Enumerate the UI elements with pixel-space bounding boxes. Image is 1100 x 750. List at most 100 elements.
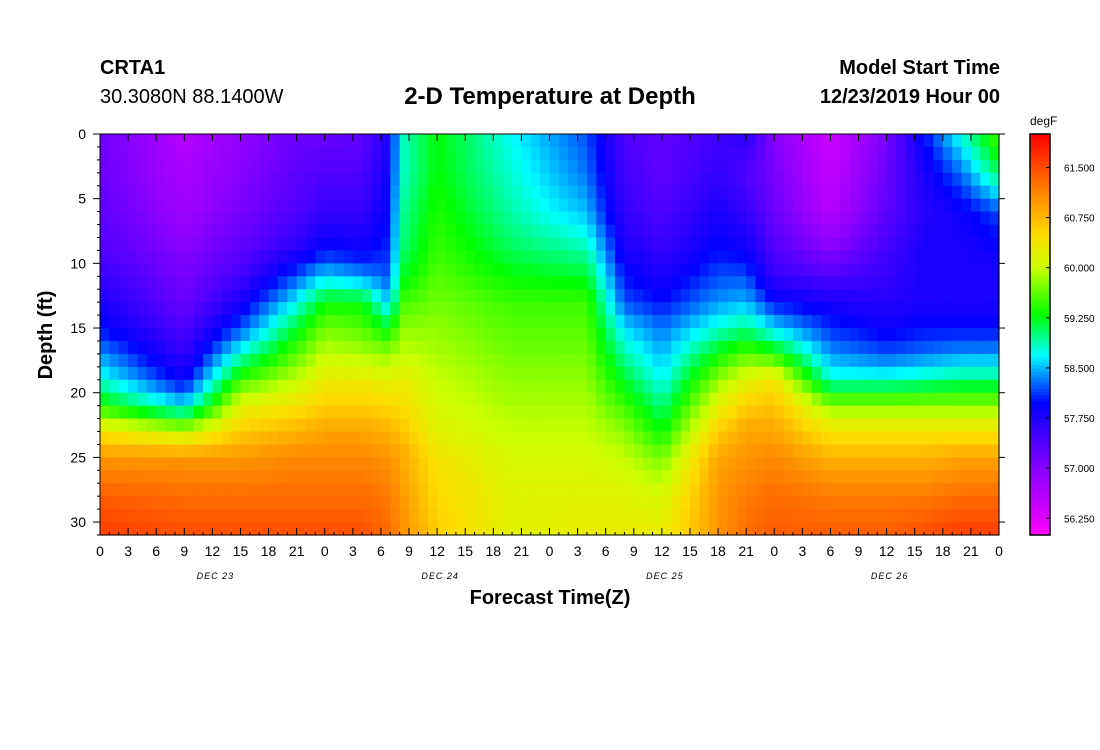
heatmap-cell — [643, 289, 654, 303]
heatmap-cell — [521, 185, 532, 200]
heatmap-cell — [455, 509, 466, 523]
colorbar-segment — [1030, 464, 1050, 469]
heatmap-cell — [268, 185, 279, 200]
heatmap-cell — [811, 276, 822, 290]
heatmap-cell — [259, 509, 270, 523]
heatmap-cell — [699, 340, 710, 355]
heatmap-cell — [858, 328, 869, 342]
heatmap-cell — [549, 289, 560, 303]
heatmap-cell — [596, 444, 607, 458]
heatmap-cell — [409, 418, 419, 433]
heatmap-cell — [512, 198, 522, 213]
heatmap-cell — [362, 289, 373, 303]
heatmap-cell — [933, 366, 944, 381]
heatmap-cell — [137, 405, 148, 420]
colorbar-segment — [1030, 321, 1050, 326]
heatmap-cell — [249, 172, 260, 187]
heatmap-cell — [952, 418, 963, 433]
heatmap-cell — [914, 250, 925, 264]
heatmap-cell — [699, 483, 710, 497]
heatmap-cell — [680, 263, 691, 277]
heatmap-cell — [718, 263, 729, 277]
heatmap-cell — [774, 509, 785, 523]
heatmap-cell — [418, 172, 429, 187]
heatmap-cell — [821, 353, 832, 368]
heatmap-cell — [586, 289, 597, 303]
heatmap-cell — [727, 302, 738, 316]
heatmap-cell — [727, 379, 738, 394]
heatmap-cell — [652, 366, 663, 381]
heatmap-cell — [193, 470, 204, 484]
heatmap-cell — [418, 405, 429, 420]
heatmap-cell — [689, 509, 700, 523]
heatmap-cell — [774, 172, 785, 187]
heatmap-cell — [427, 340, 438, 355]
heatmap-cell — [708, 353, 719, 368]
heatmap-cell — [352, 276, 363, 290]
heatmap-cell — [399, 405, 410, 420]
colorbar-segment — [1030, 404, 1050, 409]
heatmap-cell — [455, 431, 466, 446]
heatmap-cell — [100, 134, 110, 148]
heatmap-cell — [465, 237, 476, 252]
heatmap-cell — [783, 405, 794, 420]
heatmap-cell — [718, 522, 729, 536]
heatmap-cell — [624, 134, 635, 148]
heatmap-cell — [577, 211, 588, 226]
colorbar-tick-label: 61.500 — [1064, 163, 1095, 174]
heatmap-cell — [905, 289, 916, 303]
heatmap-cell — [643, 444, 654, 458]
heatmap-cell — [886, 431, 897, 446]
heatmap-cell — [699, 159, 710, 174]
heatmap-cell — [877, 146, 888, 161]
heatmap-cell — [680, 340, 691, 355]
heatmap-cell — [830, 198, 841, 213]
x-tick-label: 12 — [654, 543, 670, 559]
heatmap-cell — [137, 159, 148, 174]
heatmap-cell — [334, 172, 345, 187]
heatmap-cell — [324, 211, 335, 226]
heatmap-cell — [877, 340, 888, 355]
heatmap-cell — [221, 431, 232, 446]
heatmap-cell — [540, 263, 551, 277]
heatmap-cell — [203, 405, 213, 420]
heatmap-cell — [100, 224, 110, 239]
heatmap-cell — [203, 522, 213, 536]
heatmap-cell — [914, 392, 925, 407]
heatmap-cell — [839, 366, 850, 381]
heatmap-cell — [568, 224, 579, 239]
heatmap-cell — [287, 431, 298, 446]
heatmap-cell — [792, 496, 803, 510]
heatmap-cell — [240, 237, 251, 252]
heatmap-cell — [699, 289, 710, 303]
station-coordinates: 30.3080N 88.1400W — [100, 86, 284, 108]
heatmap-cell — [371, 483, 382, 497]
heatmap-cell — [596, 431, 607, 446]
heatmap-cell — [352, 522, 363, 536]
heatmap-cell — [821, 470, 832, 484]
heatmap-cell — [156, 366, 167, 381]
heatmap-cell — [746, 237, 757, 252]
heatmap-cell — [933, 159, 944, 174]
heatmap-cell — [652, 509, 663, 523]
heatmap-cell — [980, 276, 991, 290]
heatmap-cell — [109, 418, 120, 433]
heatmap-cell — [399, 172, 410, 187]
heatmap-cell — [474, 302, 485, 316]
heatmap-cell — [446, 289, 457, 303]
heatmap-cell — [924, 418, 935, 433]
heatmap-cell — [727, 483, 738, 497]
heatmap-cell — [212, 237, 223, 252]
heatmap-cell — [352, 496, 363, 510]
heatmap-cell — [371, 211, 382, 226]
heatmap-cell — [371, 289, 382, 303]
heatmap-cell — [446, 263, 457, 277]
heatmap-cell — [858, 444, 869, 458]
colorbar-segment — [1030, 237, 1050, 242]
heatmap-cell — [315, 224, 326, 239]
heatmap-cell — [708, 250, 719, 264]
heatmap-cell — [905, 211, 916, 226]
heatmap-cell — [933, 315, 944, 329]
heatmap-cell — [961, 185, 972, 200]
heatmap-cell — [933, 146, 944, 161]
